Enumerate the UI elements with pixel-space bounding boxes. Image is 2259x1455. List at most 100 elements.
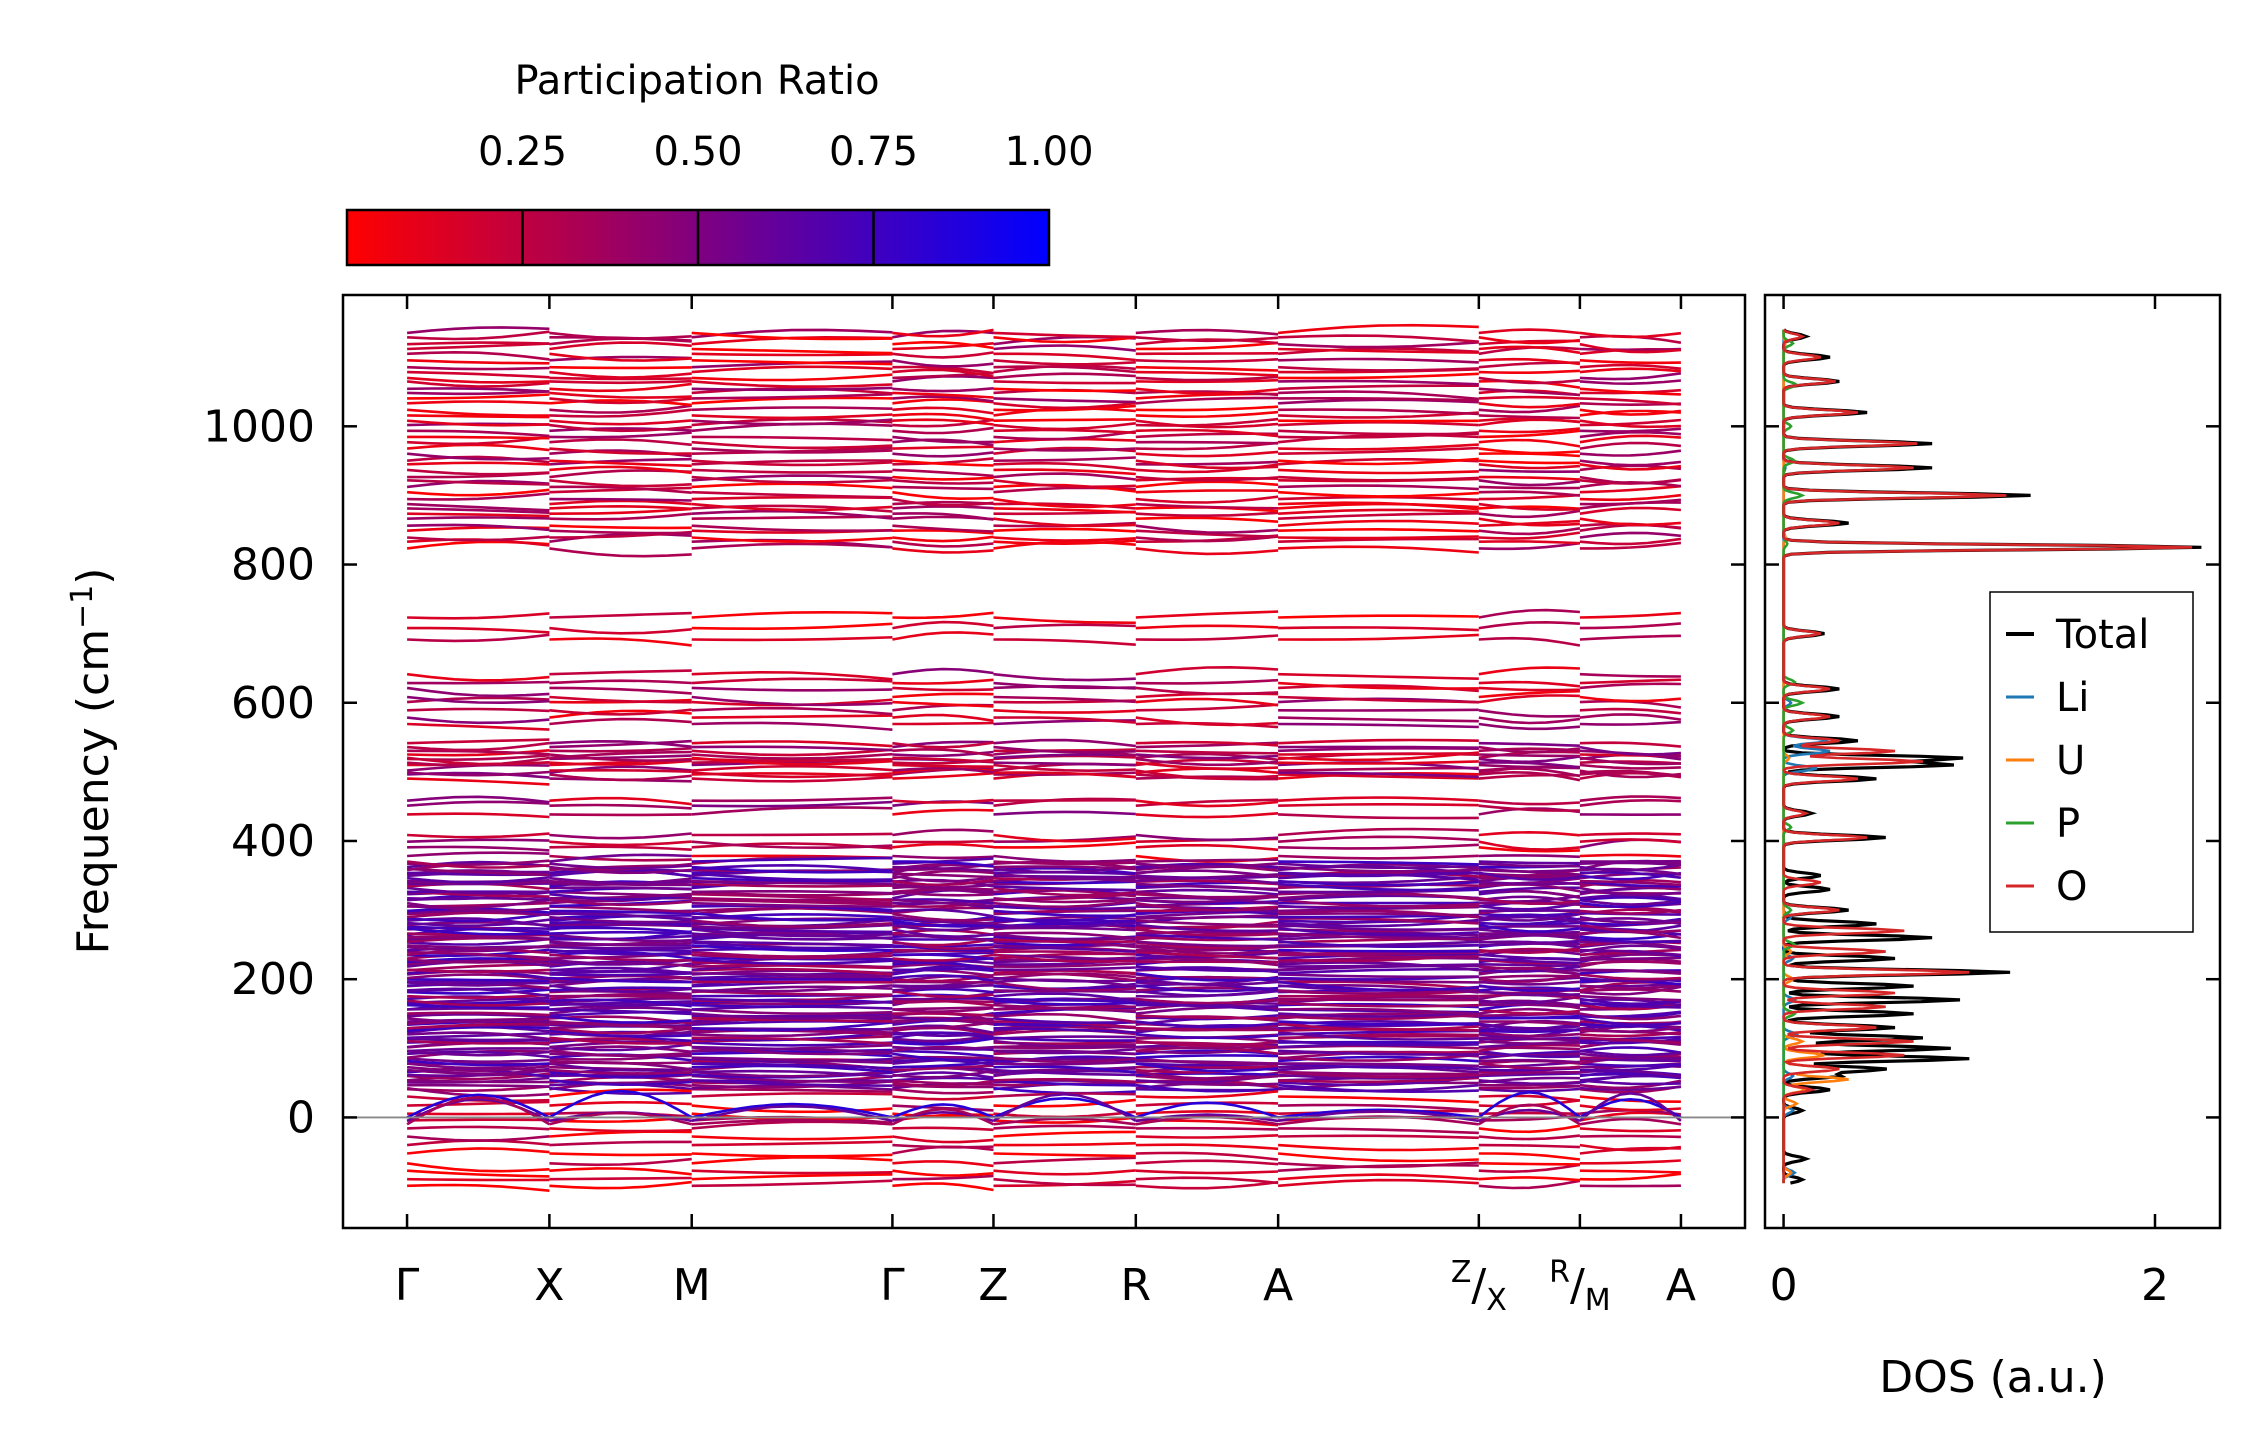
- band-line: [407, 777, 550, 786]
- band-line: [993, 479, 1136, 489]
- band-line: [1278, 745, 1479, 749]
- band-line: [1579, 695, 1682, 703]
- band-line: [1278, 940, 1479, 947]
- band-line: [691, 418, 893, 426]
- band-line: [993, 380, 1136, 385]
- band-line: [1579, 798, 1681, 807]
- band-line: [1278, 879, 1479, 887]
- band-line: [549, 352, 692, 362]
- band-line: [407, 390, 550, 396]
- band-line: [1135, 1083, 1279, 1093]
- band-line: [1135, 703, 1279, 712]
- band-line: [691, 386, 893, 392]
- band-line: [1278, 909, 1479, 919]
- band-line: [993, 527, 1136, 533]
- band-line: [1579, 832, 1681, 837]
- band-line: [1135, 610, 1279, 619]
- band-line: [1135, 1070, 1279, 1081]
- band-line: [892, 1020, 994, 1030]
- band-line: [892, 1095, 994, 1101]
- band-line: [691, 636, 893, 642]
- band-line: [549, 759, 692, 766]
- band-line: [1278, 468, 1479, 475]
- band-line: [993, 1079, 1136, 1087]
- band-line: [407, 1022, 550, 1030]
- legend-frame: [1989, 591, 2194, 933]
- band-line: [1278, 796, 1479, 802]
- band-line: [549, 930, 692, 935]
- band-line: [1278, 512, 1479, 520]
- band-line: [1478, 1036, 1580, 1042]
- band-line: [1278, 490, 1479, 498]
- band-line: [691, 889, 893, 895]
- band-line: [1478, 974, 1580, 980]
- dos-x-tick-label: 2: [2141, 1260, 2169, 1311]
- band-line: [892, 980, 994, 984]
- band-line: [892, 490, 994, 501]
- band-line: [1579, 1036, 1681, 1045]
- band-line: [1278, 989, 1479, 998]
- band-line: [549, 945, 692, 950]
- band-line: [1579, 493, 1682, 502]
- band-line: [1478, 1134, 1581, 1141]
- band-line: [892, 387, 994, 393]
- band-line: [1579, 895, 1682, 903]
- band-line: [993, 1012, 1136, 1024]
- band-line: [1579, 397, 1682, 406]
- band-line: [406, 326, 550, 335]
- band-line: [691, 1021, 893, 1032]
- band-line: [691, 482, 893, 490]
- band-line: [1135, 977, 1279, 987]
- band-line: [1579, 968, 1681, 974]
- y-tick-label: 400: [231, 816, 315, 867]
- band-line: [1135, 989, 1279, 997]
- band-line: [1278, 1073, 1479, 1080]
- band-line: [993, 899, 1136, 909]
- band-line: [1579, 908, 1682, 915]
- band-line: [407, 707, 550, 713]
- band-line: [549, 886, 692, 891]
- band-line: [1478, 755, 1581, 764]
- dos-legend: Total Li UPO: [1989, 591, 2194, 933]
- band-line: [1278, 1039, 1479, 1047]
- band-line: [1135, 375, 1279, 382]
- band-line: [1278, 738, 1479, 745]
- band-line: [1277, 980, 1479, 992]
- band-line: [1478, 414, 1580, 420]
- band-line: [691, 502, 893, 512]
- band-line: [1478, 923, 1581, 933]
- y-axis-label-main: Frequency (cm: [68, 629, 119, 955]
- band-line: [892, 692, 994, 699]
- band-line: [993, 931, 1136, 940]
- y-axis-label-end: ): [68, 568, 119, 585]
- band-line: [691, 745, 893, 752]
- band-line: [1278, 1001, 1479, 1008]
- band-line: [406, 380, 550, 388]
- band-line: [407, 832, 550, 839]
- band-line: [1478, 1163, 1581, 1174]
- band-line: [993, 1047, 1136, 1055]
- band-line: [892, 923, 994, 932]
- band-line: [691, 392, 893, 400]
- band-line: [1478, 689, 1580, 699]
- band-line: [993, 1026, 1136, 1034]
- band-line: [1278, 519, 1479, 527]
- band-line: [691, 1062, 893, 1070]
- band-line: [1278, 961, 1479, 972]
- band-line: [691, 706, 893, 716]
- band-line: [1579, 880, 1681, 888]
- band-line: [1277, 1083, 1479, 1094]
- band-line: [892, 898, 994, 905]
- band-line: [1278, 384, 1479, 391]
- band-line: [406, 695, 550, 705]
- band-line: [1478, 1162, 1580, 1166]
- band-line: [1135, 475, 1279, 482]
- band-line: [993, 753, 1136, 760]
- band-line: [1579, 363, 1682, 370]
- legend-label: U: [2056, 738, 2085, 784]
- band-line: [1278, 760, 1479, 765]
- band-line: [1278, 948, 1479, 953]
- band-line: [1478, 963, 1580, 968]
- band-line: [1135, 686, 1279, 696]
- band-line: [1579, 475, 1682, 485]
